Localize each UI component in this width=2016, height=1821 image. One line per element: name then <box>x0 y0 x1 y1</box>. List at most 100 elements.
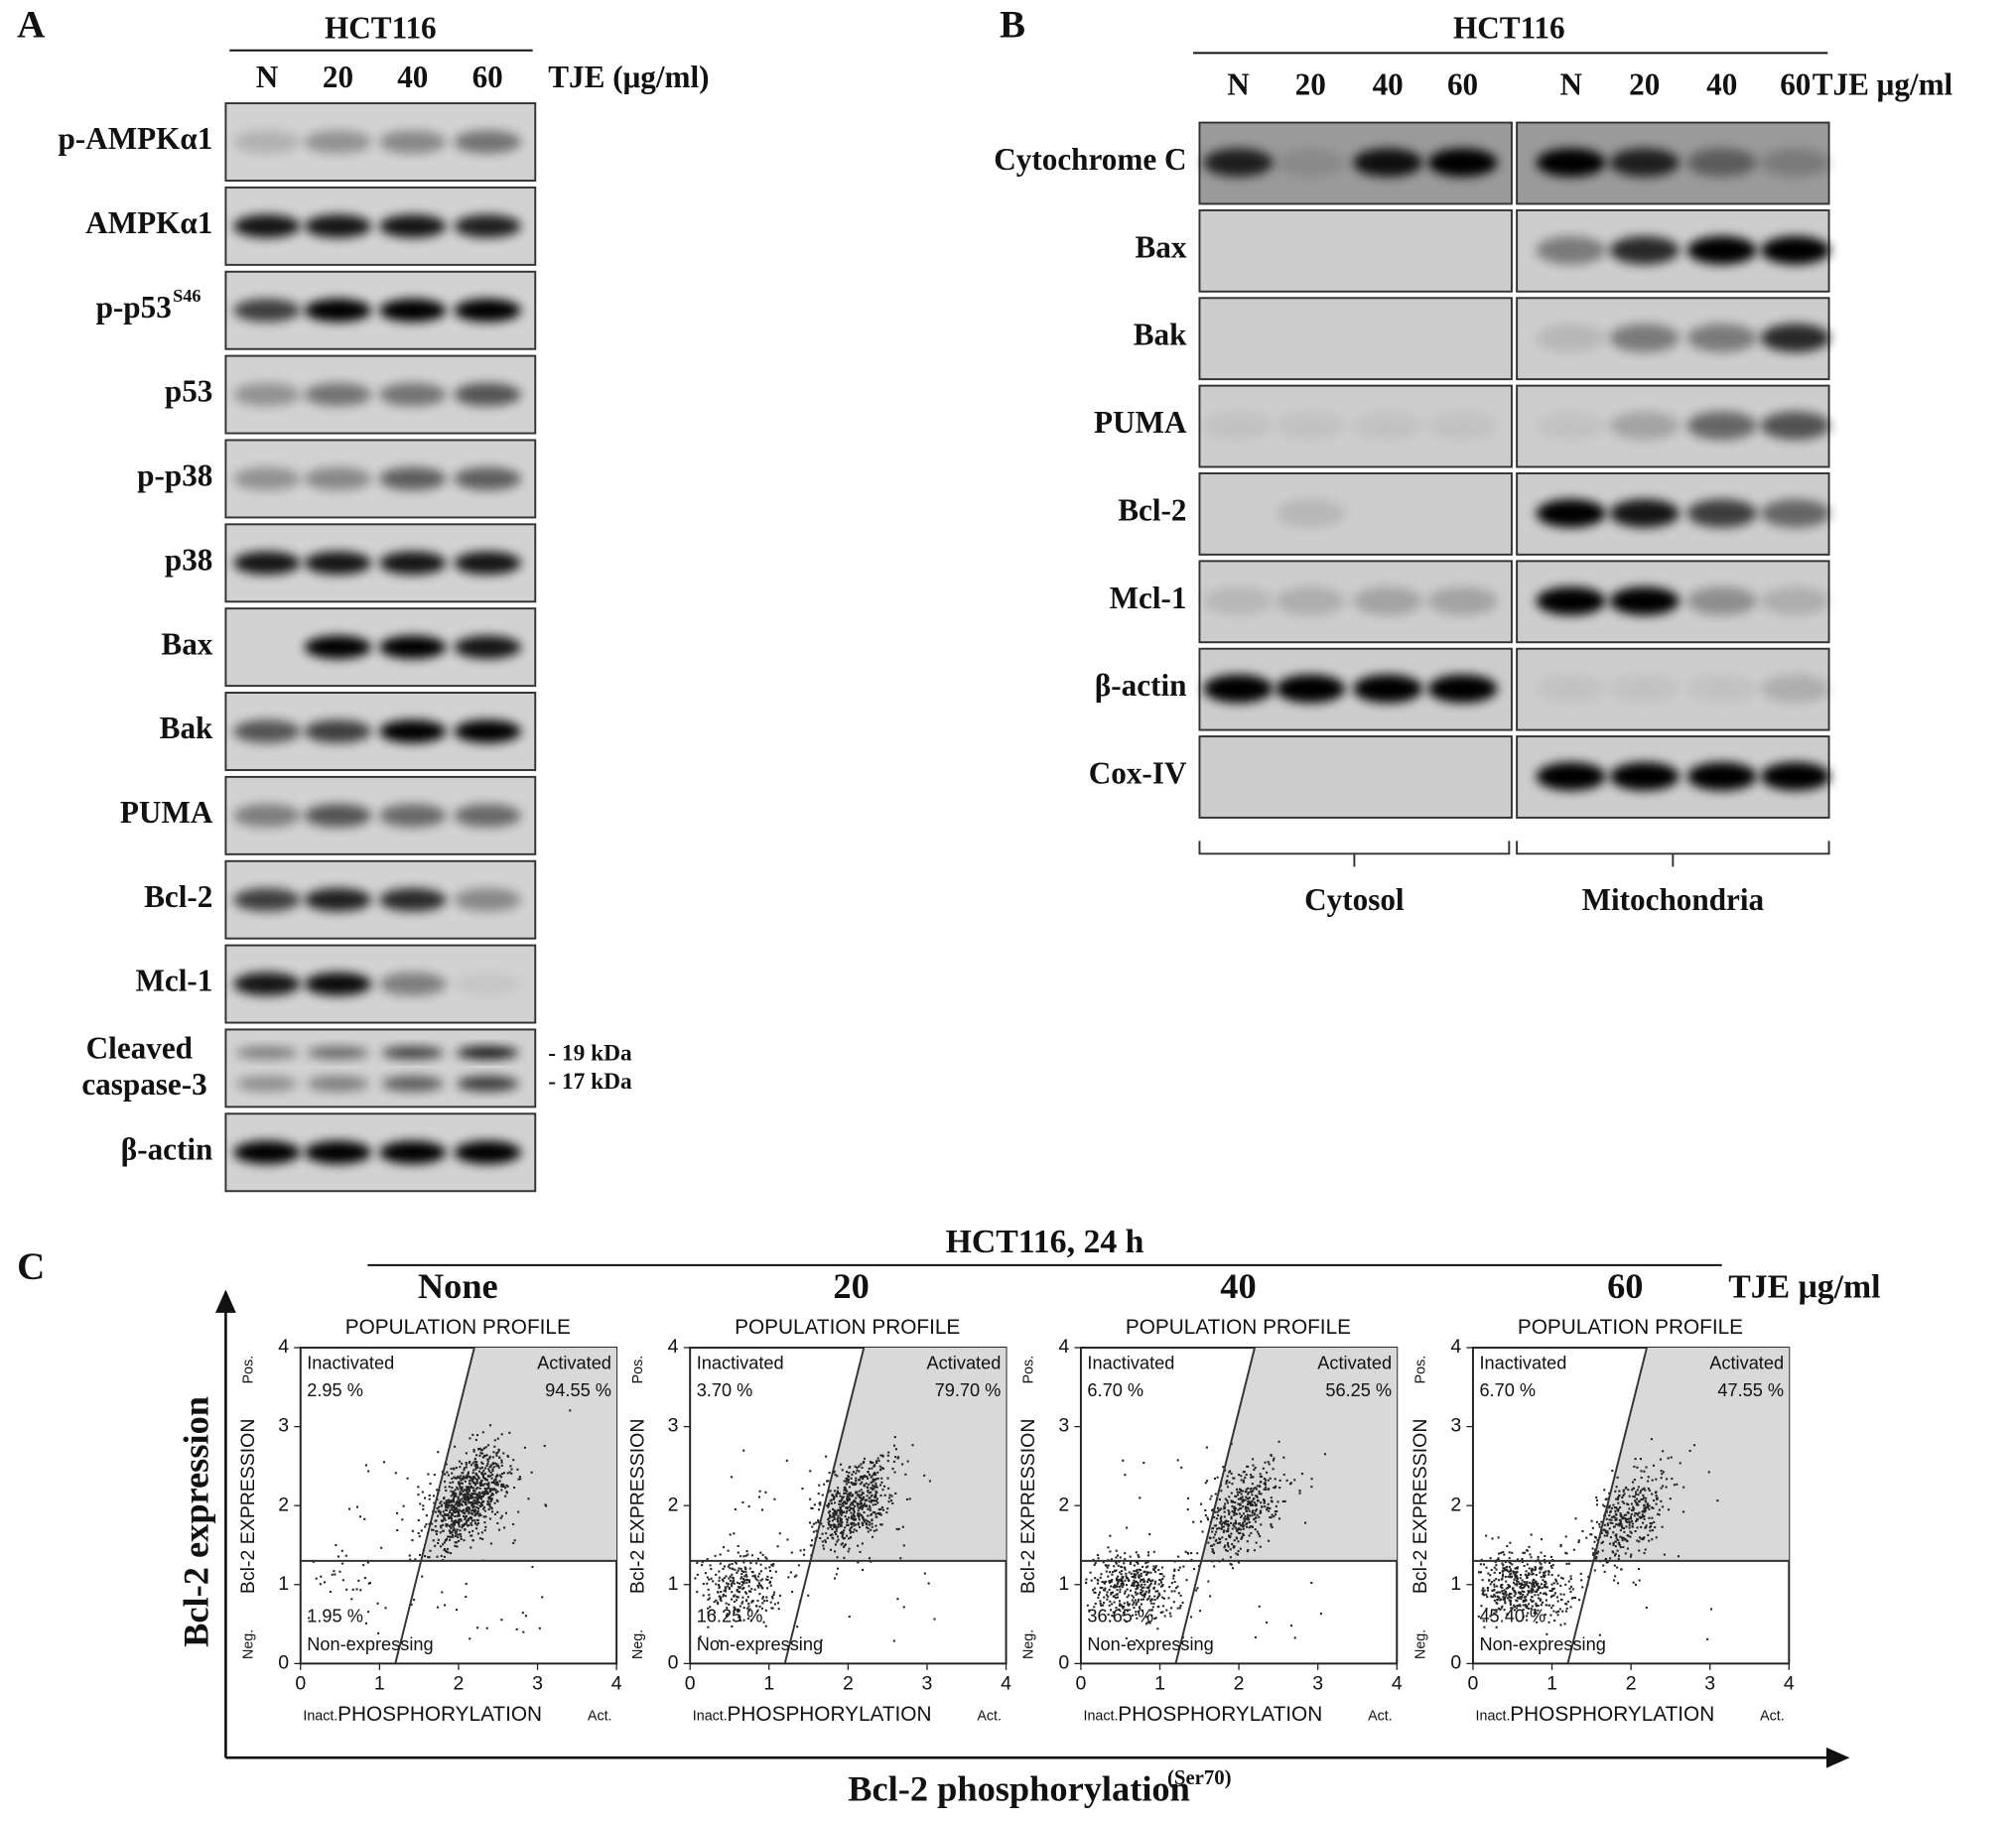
event-dot <box>457 1514 460 1517</box>
plot-title: POPULATION PROFILE <box>345 1316 571 1339</box>
event-dot <box>882 1508 885 1511</box>
event-dot <box>747 1610 750 1613</box>
event-dot <box>851 1517 854 1520</box>
event-dot <box>1662 1485 1665 1488</box>
event-dot <box>1160 1566 1164 1569</box>
row-label: Mcl-1 <box>1110 581 1187 615</box>
event-dot <box>1564 1535 1567 1538</box>
event-dot <box>465 1461 468 1465</box>
event-dot <box>465 1582 468 1586</box>
band <box>1609 324 1680 352</box>
band <box>1203 411 1274 441</box>
event-dot <box>510 1468 513 1471</box>
event-dot <box>842 1496 845 1498</box>
event-dot <box>454 1514 457 1518</box>
event-dot <box>844 1488 847 1491</box>
event-dot <box>1549 1614 1552 1617</box>
event-dot <box>835 1495 838 1497</box>
event-dot <box>1545 1604 1547 1607</box>
event-dot <box>1619 1511 1622 1515</box>
event-dot <box>1170 1582 1173 1585</box>
event-dot <box>1252 1458 1255 1461</box>
event-dot <box>467 1472 470 1475</box>
event-dot <box>1540 1568 1543 1571</box>
event-dot <box>725 1587 728 1590</box>
x-tick-label: 2 <box>1234 1672 1245 1694</box>
event-dot <box>1235 1512 1238 1515</box>
event-dot <box>475 1495 478 1497</box>
event-dot <box>1216 1510 1219 1513</box>
event-dot <box>1632 1507 1635 1510</box>
event-dot <box>1111 1578 1114 1582</box>
event-dot <box>863 1484 866 1487</box>
event-dot <box>875 1515 878 1518</box>
event-dot <box>857 1509 860 1512</box>
event-dot <box>1234 1519 1237 1522</box>
event-dot <box>1126 1596 1129 1599</box>
event-dot <box>1227 1520 1230 1523</box>
y-pos: Pos. <box>1413 1356 1429 1384</box>
event-dot <box>464 1480 467 1483</box>
event-dot <box>873 1499 875 1502</box>
event-dot <box>1261 1505 1264 1508</box>
event-dot <box>1544 1592 1546 1595</box>
event-dot <box>1254 1635 1257 1638</box>
event-dot <box>1125 1575 1128 1578</box>
event-dot <box>1648 1504 1651 1507</box>
event-dot <box>1122 1459 1125 1462</box>
event-dot <box>1509 1573 1512 1576</box>
event-dot <box>1500 1551 1503 1554</box>
event-dot <box>509 1465 512 1468</box>
event-dot <box>1232 1477 1235 1480</box>
event-dot <box>1240 1493 1243 1496</box>
event-dot <box>1634 1511 1637 1514</box>
event-dot <box>1240 1506 1243 1510</box>
event-dot <box>1537 1558 1540 1561</box>
event-dot <box>1633 1496 1637 1498</box>
event-dot <box>1264 1505 1267 1508</box>
event-dot <box>1516 1558 1519 1561</box>
event-dot <box>490 1488 493 1491</box>
event-dot <box>1614 1545 1617 1548</box>
x-act: Act. <box>1760 1708 1785 1724</box>
event-dot <box>1121 1570 1124 1573</box>
event-dot <box>459 1491 462 1494</box>
event-dot <box>863 1504 866 1507</box>
event-dot <box>855 1482 858 1485</box>
event-dot <box>829 1490 832 1493</box>
event-dot <box>875 1528 878 1531</box>
event-dot <box>1223 1510 1226 1513</box>
event-dot <box>1706 1637 1709 1640</box>
event-dot <box>1530 1569 1533 1572</box>
event-dot <box>725 1602 728 1605</box>
event-dot <box>445 1505 448 1508</box>
event-dot <box>1099 1600 1102 1603</box>
event-dot <box>486 1475 489 1478</box>
event-dot <box>1275 1504 1277 1507</box>
event-dot <box>902 1606 905 1609</box>
event-dot <box>452 1535 455 1538</box>
event-dot <box>485 1483 488 1486</box>
event-dot <box>1161 1577 1164 1581</box>
event-dot <box>1638 1536 1642 1539</box>
event-dot <box>421 1575 424 1578</box>
event-dot <box>856 1494 859 1496</box>
event-dot <box>797 1564 800 1567</box>
event-dot <box>1609 1509 1612 1512</box>
event-dot <box>1609 1542 1612 1545</box>
event-dot <box>468 1530 470 1534</box>
event-dot <box>1505 1594 1508 1597</box>
event-dot <box>726 1613 729 1616</box>
event-dot <box>860 1463 863 1466</box>
event-dot <box>756 1584 759 1587</box>
event-dot <box>1126 1601 1129 1604</box>
event-dot <box>1551 1588 1554 1591</box>
event-dot <box>1716 1499 1719 1502</box>
event-dot <box>862 1475 865 1478</box>
event-dot <box>1499 1599 1502 1602</box>
event-dot <box>481 1484 484 1487</box>
event-dot <box>1655 1496 1658 1499</box>
event-dot <box>1645 1466 1648 1469</box>
event-dot <box>459 1498 462 1501</box>
event-dot <box>1119 1571 1122 1574</box>
